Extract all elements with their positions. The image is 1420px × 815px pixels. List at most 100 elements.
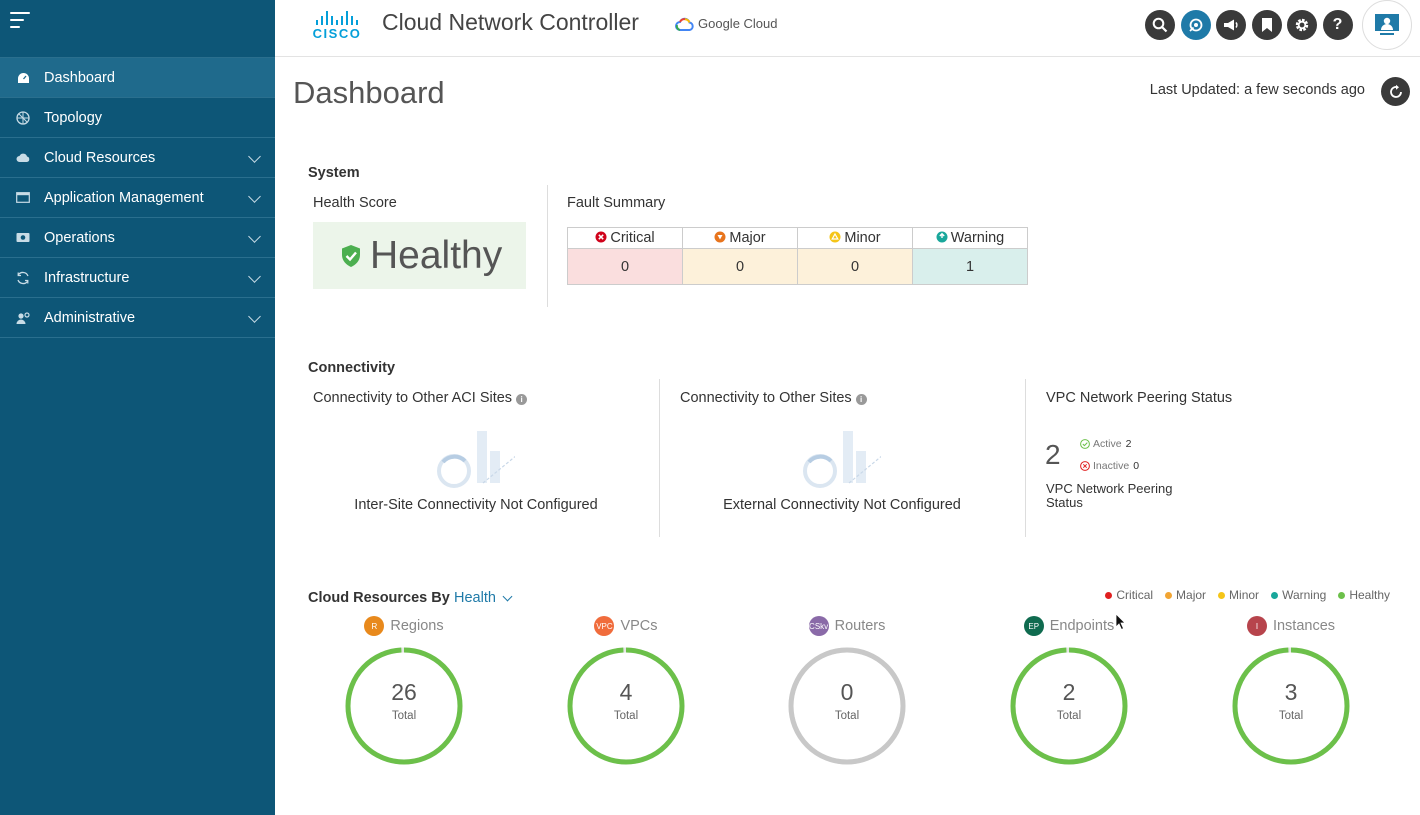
fault-label: Critical <box>610 230 655 246</box>
group-by-dropdown[interactable]: Health <box>454 590 513 606</box>
app-management-icon <box>16 191 30 205</box>
sidebar-item-administrative[interactable]: Administrative <box>0 298 275 338</box>
vpc-inactive-value: 0 <box>1133 460 1140 472</box>
settings-icon[interactable] <box>1287 10 1317 40</box>
topology-icon <box>16 110 30 125</box>
fault-summary-label: Fault Summary <box>567 195 666 211</box>
connectivity-heading: Connectivity <box>308 360 396 376</box>
sidebar-item-operations[interactable]: Operations <box>0 218 275 258</box>
legend-item: Healthy <box>1338 588 1390 602</box>
health-ring[interactable]: 4 Total <box>565 645 687 767</box>
chevron-down-icon[interactable] <box>248 190 261 203</box>
admin-icon <box>16 311 30 325</box>
resource-badge-icon: R <box>364 616 385 636</box>
user-avatar-icon[interactable] <box>1362 0 1412 50</box>
health-ring[interactable]: 26 Total <box>343 645 465 767</box>
sidebar-item-topology[interactable]: Topology <box>0 98 275 138</box>
help-icon[interactable]: ? <box>1322 10 1353 40</box>
fault-count-minor[interactable]: 0 <box>797 248 913 285</box>
sidebar: Dashboard Topology Cloud Resources Appli… <box>0 0 275 815</box>
sidebar-item-dashboard[interactable]: Dashboard <box>0 58 275 98</box>
resource-card-vpcs[interactable]: VPC VPCs 4 Total <box>551 615 701 767</box>
health-arc <box>345 647 463 765</box>
operations-icon <box>16 231 30 245</box>
resource-badge-icon: I <box>1246 616 1267 636</box>
health-donut <box>567 647 685 765</box>
system-heading: System <box>308 165 360 181</box>
group-by-value: Health <box>454 590 496 606</box>
fault-summary-table: Critical Major Minor Warning 0 0 0 1 <box>567 227 1028 285</box>
resource-total-label: Total <box>834 710 860 722</box>
refresh-icon[interactable] <box>1381 77 1410 106</box>
resource-card-routers[interactable]: CSkv Routers 0 Total <box>772 615 922 767</box>
fault-label: Major <box>729 230 766 246</box>
resource-header: R Regions <box>329 615 479 637</box>
health-donut <box>345 647 463 765</box>
legend-item: Critical <box>1105 588 1153 602</box>
info-icon[interactable]: i <box>855 394 867 405</box>
other-sites-label: Connectivity to Other Sites i <box>680 390 867 406</box>
chevron-down-icon[interactable] <box>248 310 261 323</box>
sidebar-item-infrastructure[interactable]: Infrastructure <box>0 258 275 298</box>
check-circle-icon <box>1080 439 1090 449</box>
menu-toggle-icon[interactable] <box>10 12 32 34</box>
legend-label: Major <box>1176 588 1207 602</box>
health-ring[interactable]: 2 Total <box>1008 645 1130 767</box>
fault-label: Minor <box>844 230 881 246</box>
google-cloud-label: Google Cloud <box>698 16 778 31</box>
health-arc <box>1010 647 1128 765</box>
health-status-value: Healthy <box>370 233 503 277</box>
other-empty-message: External Connectivity Not Configured <box>723 497 961 513</box>
bookmark-icon[interactable] <box>1251 10 1282 40</box>
top-header: CISCO Cloud Network Controller Google Cl… <box>275 0 1420 57</box>
critical-icon <box>595 231 607 243</box>
resource-header: EP Endpoints <box>994 615 1144 637</box>
chevron-down-icon[interactable] <box>248 270 261 283</box>
resource-header: CSkv Routers <box>772 615 922 637</box>
sidebar-item-label: Operations <box>44 229 115 246</box>
resource-total: 0 <box>840 679 854 705</box>
info-icon[interactable]: i <box>516 394 528 405</box>
major-icon <box>714 231 726 243</box>
resource-card-instances[interactable]: I Instances 3 Total <box>1216 615 1366 767</box>
resource-card-regions[interactable]: R Regions 26 Total <box>329 615 479 767</box>
aci-sites-label: Connectivity to Other ACI Sites i <box>313 390 528 406</box>
fault-count-critical[interactable]: 0 <box>567 248 683 285</box>
google-cloud-logo: Google Cloud <box>675 16 778 31</box>
health-donut <box>788 647 906 765</box>
legend-item: Minor <box>1218 588 1259 602</box>
health-ring[interactable]: 3 Total <box>1230 645 1352 767</box>
health-legend: Critical Major Minor Warning Healthy <box>1093 588 1390 602</box>
intent-icon[interactable] <box>1180 10 1211 40</box>
mouse-cursor-icon <box>1115 613 1126 631</box>
resource-label: Regions <box>390 618 444 634</box>
sidebar-nav: Dashboard Topology Cloud Resources Appli… <box>0 57 275 338</box>
sidebar-item-cloud-resources[interactable]: Cloud Resources <box>0 138 275 178</box>
announcements-icon[interactable] <box>1216 10 1246 40</box>
resource-header: VPC VPCs <box>551 615 701 637</box>
health-score-label: Health Score <box>313 195 397 211</box>
aci-sites-label-text: Connectivity to Other ACI Sites <box>313 390 513 406</box>
resource-total: 3 <box>1284 679 1298 705</box>
sidebar-item-application-management[interactable]: Application Management <box>0 178 275 218</box>
fault-count-major[interactable]: 0 <box>682 248 798 285</box>
health-ring[interactable]: 0 Total <box>786 645 908 767</box>
chevron-down-icon[interactable] <box>248 150 261 163</box>
resource-badge-icon: EP <box>1023 616 1044 636</box>
infrastructure-icon <box>16 271 30 285</box>
warning-icon <box>936 231 948 243</box>
sidebar-item-label: Cloud Resources <box>44 149 156 166</box>
resource-total: 26 <box>391 679 417 705</box>
search-icon[interactable] <box>1145 10 1175 40</box>
vpc-active-count: Active 2 <box>1080 438 1131 450</box>
google-cloud-icon <box>675 17 694 31</box>
sidebar-item-label: Application Management <box>44 189 204 206</box>
vpc-peering-caption: VPC Network Peering Status <box>1046 481 1173 510</box>
health-arc <box>1232 647 1350 765</box>
resource-badge-icon: CSkv <box>808 616 829 636</box>
resource-card-endpoints[interactable]: EP Endpoints 2 Total <box>994 615 1144 767</box>
chevron-down-icon[interactable] <box>248 230 261 243</box>
empty-chart-illustration <box>437 431 515 488</box>
fault-count-warning[interactable]: 1 <box>912 248 1028 285</box>
health-score-card: Healthy <box>313 222 526 289</box>
